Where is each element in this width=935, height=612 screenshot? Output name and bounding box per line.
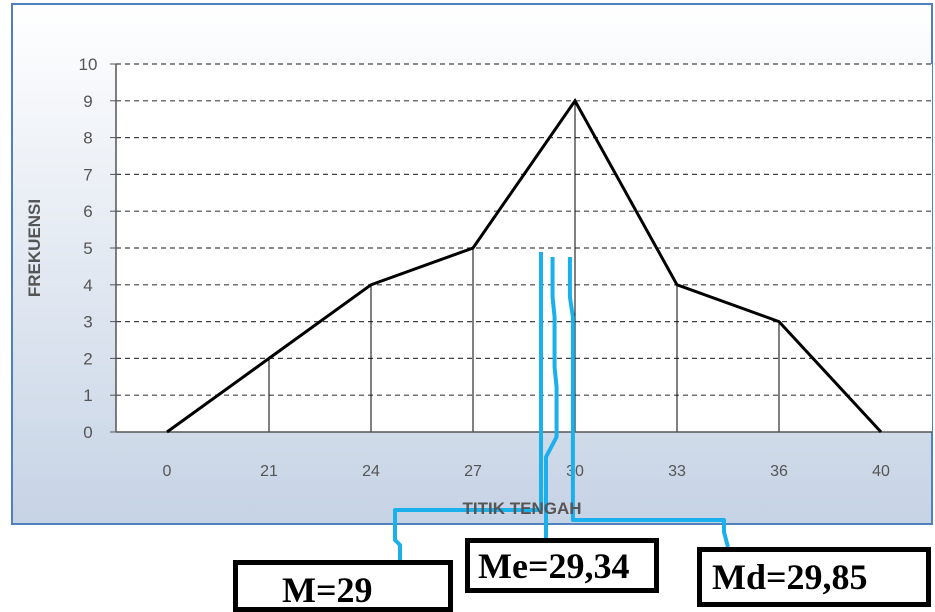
y-tick-label: 2 bbox=[83, 349, 92, 368]
mode-annotation-box: Md=29,85 bbox=[697, 547, 931, 607]
median-marker-line bbox=[544, 257, 559, 538]
y-tick-label: 6 bbox=[83, 202, 92, 221]
mode-marker-line bbox=[567, 257, 730, 548]
median-label: Me=29,34 bbox=[478, 545, 630, 586]
y-tick-label: 0 bbox=[83, 423, 92, 442]
x-tick-label: 36 bbox=[770, 463, 788, 480]
mean-annotation-box: M=29 bbox=[233, 560, 453, 612]
y-axis-label: FREKUENSI bbox=[25, 199, 44, 297]
median-annotation-box: Me=29,34 bbox=[465, 538, 659, 593]
mean-label: M=29 bbox=[282, 570, 373, 610]
x-tick-label: 21 bbox=[260, 463, 278, 480]
x-tick-label: 33 bbox=[668, 463, 686, 480]
series-line-frekuensi bbox=[166, 97, 883, 434]
y-tick-label: 10 bbox=[79, 55, 98, 74]
mean-marker-line bbox=[393, 252, 543, 560]
y-tick-label: 8 bbox=[83, 129, 92, 148]
y-tick-label: 4 bbox=[83, 276, 92, 295]
mode-label: Md=29,85 bbox=[712, 557, 868, 597]
y-tick-label: 7 bbox=[83, 165, 92, 184]
x-axis-label: TITIK TENGAH bbox=[463, 499, 582, 518]
y-tick-label: 3 bbox=[83, 313, 92, 332]
y-tick-label: 9 bbox=[83, 92, 92, 111]
x-tick-label: 24 bbox=[362, 463, 380, 480]
y-tick-label: 1 bbox=[83, 386, 92, 405]
x-tick-label: 27 bbox=[464, 463, 482, 480]
x-tick-label: 30 bbox=[566, 463, 584, 480]
y-tick-label: 5 bbox=[83, 239, 92, 258]
x-tick-label: 40 bbox=[872, 463, 890, 480]
x-tick-label: 0 bbox=[163, 463, 172, 480]
